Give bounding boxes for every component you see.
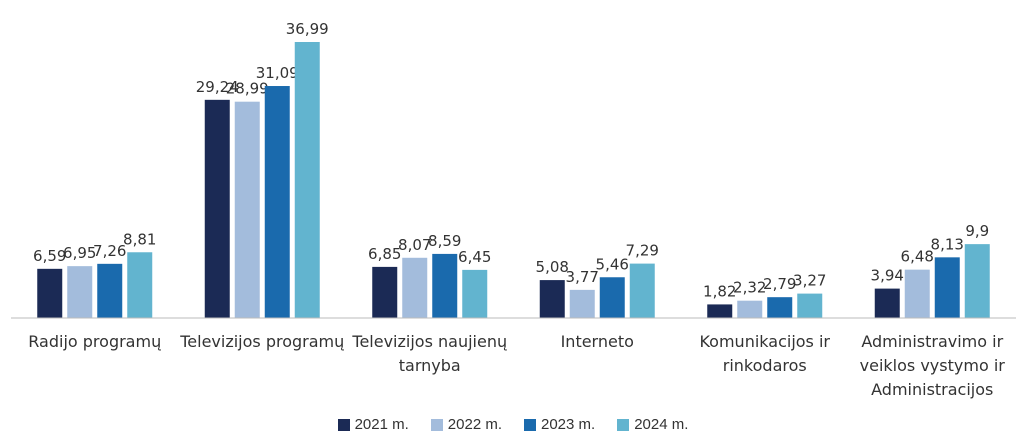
bar — [767, 297, 793, 318]
bar — [234, 101, 260, 319]
legend: 2021 m. 2022 m. 2023 m. 2024 m. — [0, 416, 1026, 433]
bar — [294, 42, 320, 318]
data-label: 8,59 — [428, 232, 461, 250]
bar — [539, 280, 565, 318]
data-label: 5,46 — [596, 255, 629, 273]
data-label: 2,79 — [763, 275, 796, 293]
bar — [402, 257, 428, 318]
bar — [67, 266, 93, 318]
data-label: 8,81 — [123, 230, 156, 248]
bar — [964, 244, 990, 318]
legend-label: 2023 m. — [541, 416, 596, 433]
legend-swatch — [617, 418, 630, 431]
legend-item: 2024 m. — [617, 416, 688, 433]
data-label: 8,07 — [398, 236, 431, 254]
x-tick-label: Televizijos naujienų tarnyba — [352, 332, 508, 375]
x-tick-label: Interneto — [560, 332, 634, 351]
bar — [797, 293, 823, 318]
bar — [372, 266, 398, 318]
bar — [904, 269, 930, 318]
bar — [737, 300, 763, 318]
bar — [432, 253, 458, 318]
x-tick-label: Radijo programų — [28, 332, 162, 351]
data-label: 3,94 — [871, 267, 904, 285]
data-label: 36,99 — [286, 20, 329, 38]
data-label: 3,27 — [793, 272, 826, 290]
bar — [264, 86, 290, 318]
legend-label: 2024 m. — [634, 416, 689, 433]
data-label: 7,29 — [626, 242, 659, 260]
bar — [127, 252, 153, 318]
legend-item: 2022 m. — [430, 416, 502, 433]
bar — [599, 277, 625, 318]
legend-item: 2021 m. — [337, 416, 409, 433]
data-label: 6,95 — [63, 244, 96, 262]
legend-swatch — [524, 418, 536, 431]
data-label: 6,45 — [458, 248, 491, 266]
data-label: 8,13 — [931, 235, 964, 253]
bar — [462, 269, 488, 318]
x-tick-label: Administravimo ir veiklos vystymo ir Adm… — [859, 332, 1005, 399]
legend-swatch — [337, 418, 350, 431]
x-tick-label: Komunikacijos ir rinkodaros — [699, 332, 830, 375]
data-label: 29,24 — [196, 78, 239, 96]
data-label: 7,26 — [93, 242, 126, 260]
bar — [97, 263, 123, 318]
bar — [204, 99, 230, 318]
legend-swatch — [430, 418, 443, 431]
bar — [629, 263, 655, 318]
data-label: 9,9 — [965, 222, 989, 240]
bar — [569, 289, 595, 318]
data-label: 6,48 — [901, 248, 934, 266]
legend-label: 2021 m. — [354, 416, 409, 433]
data-label: 5,08 — [536, 258, 569, 276]
x-tick-label: Televizijos programų — [180, 332, 345, 351]
bar — [874, 288, 900, 318]
legend-item: 2023 m. — [524, 416, 595, 433]
bar — [707, 304, 733, 318]
data-label: 1,82 — [703, 282, 736, 300]
legend-label: 2022 m. — [447, 416, 502, 433]
bar — [934, 257, 960, 318]
data-label: 6,85 — [368, 245, 401, 263]
data-label: 3,77 — [566, 268, 599, 286]
bar — [37, 268, 63, 318]
data-label: 6,59 — [33, 247, 66, 265]
data-label: 2,32 — [733, 279, 766, 297]
data-label: 28,99 — [226, 80, 269, 98]
data-label: 31,09 — [256, 64, 299, 82]
